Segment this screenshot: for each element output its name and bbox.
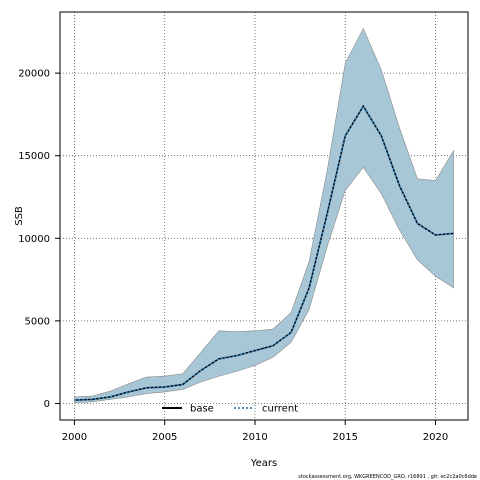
x-axis-title: Years xyxy=(250,458,277,469)
y-tick-label: 0 xyxy=(44,399,50,410)
grid-lines xyxy=(60,12,468,420)
x-axis: 2000 2005 2010 2015 2020 xyxy=(62,420,448,443)
y-tick-label: 20000 xyxy=(18,69,50,80)
legend-label-base: base xyxy=(190,404,214,415)
x-tick-label: 2020 xyxy=(423,432,448,443)
plot-frame xyxy=(59,11,469,421)
x-tick-label: 2015 xyxy=(333,432,358,443)
series-line-current xyxy=(74,104,454,402)
y-tick-label: 15000 xyxy=(18,151,50,162)
confidence-band xyxy=(74,27,454,403)
x-tick-label: 2005 xyxy=(152,432,177,443)
legend-label-current: current xyxy=(262,404,298,415)
y-axis-title: SSB xyxy=(14,206,25,226)
x-tick-label: 2010 xyxy=(242,432,267,443)
footer-note: stockassessment.org, WKGREENCOD_GRO, r16… xyxy=(298,474,477,480)
y-tick-label: 10000 xyxy=(18,234,50,245)
x-tick-label: 2000 xyxy=(62,432,87,443)
y-tick-label: 5000 xyxy=(25,316,50,327)
legend: base current xyxy=(162,404,298,415)
y-axis: 0 5000 10000 15000 20000 xyxy=(18,69,60,410)
